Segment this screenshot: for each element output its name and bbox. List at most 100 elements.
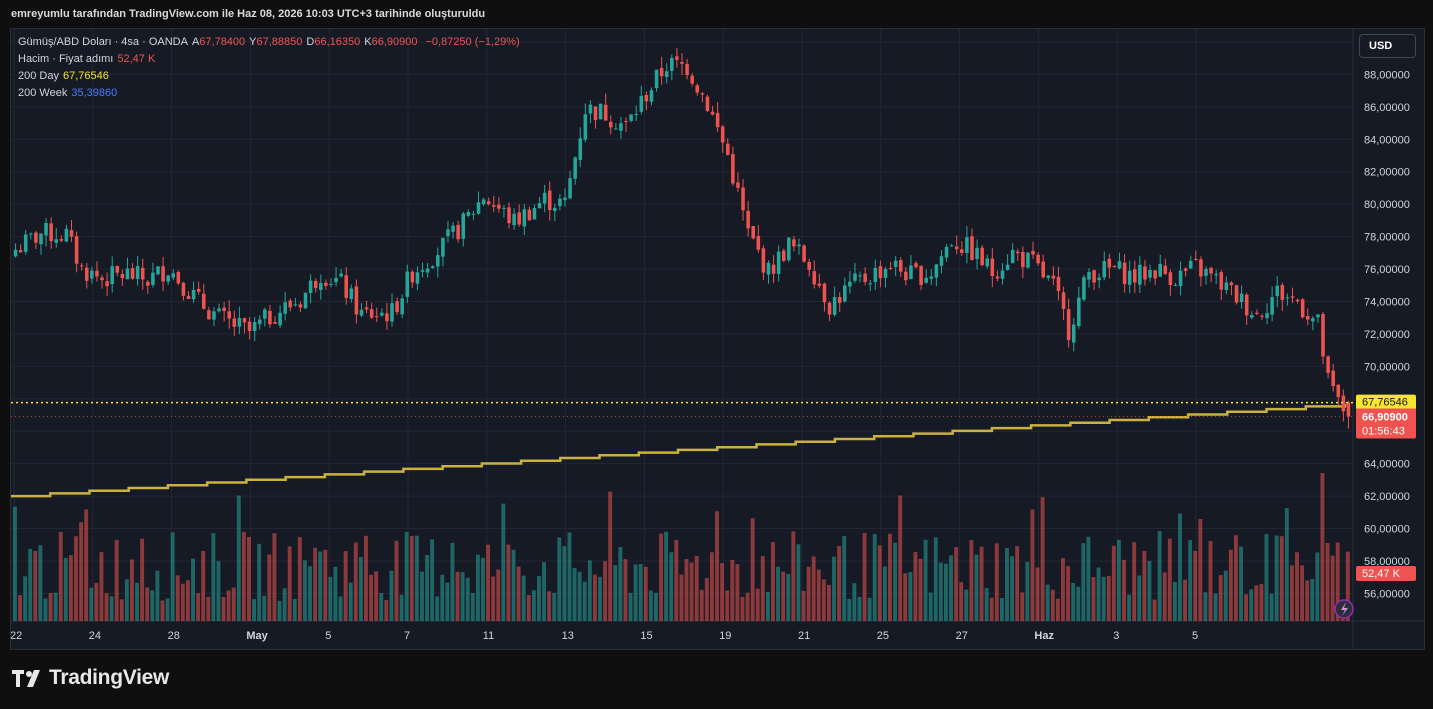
candle-body <box>664 71 669 77</box>
price-chart[interactable]: 56,00000 58,00000 60,00000 62,00000 64,00000… <box>11 29 1424 649</box>
legend-ohlc-label: A <box>191 36 200 48</box>
volume-bar <box>1295 552 1299 621</box>
volume-bar <box>287 546 292 621</box>
volume-bar <box>89 587 94 621</box>
candle-body <box>1265 313 1269 319</box>
volume-bar <box>140 538 145 621</box>
volume-bar <box>99 552 104 621</box>
candle-body <box>69 230 74 237</box>
volume-bar <box>938 562 943 621</box>
candle-body <box>212 311 216 320</box>
volume-bar <box>933 537 938 621</box>
candle-body <box>1041 261 1045 278</box>
candle-body <box>364 307 369 310</box>
legend-ohlc-a: A67,78400 <box>192 36 245 48</box>
candle-body <box>1066 309 1071 341</box>
volume-bar <box>1269 593 1274 621</box>
candle-body <box>461 213 466 239</box>
candle-body <box>578 138 583 160</box>
volume-bar <box>847 598 852 621</box>
candle-body <box>756 236 761 250</box>
volume-bar <box>409 535 414 621</box>
volume-bar <box>1040 497 1045 621</box>
volume-bar <box>669 552 674 621</box>
volume-bar <box>898 495 903 621</box>
x-tick-label: 13 <box>562 630 574 642</box>
volume-bar <box>109 596 114 621</box>
candle-body <box>1255 312 1259 314</box>
candle-body <box>491 205 496 207</box>
volume-bar <box>842 536 847 621</box>
volume-bar <box>893 542 898 621</box>
volume-bar <box>781 571 786 621</box>
candle-body <box>1133 269 1137 283</box>
volume-bar <box>521 575 526 621</box>
volume-bar <box>816 569 821 621</box>
volume-bar <box>1259 584 1264 621</box>
volume-bar <box>1264 534 1269 621</box>
y-tick-label: 64,00000 <box>1364 459 1410 471</box>
volume-bar <box>104 593 109 621</box>
volume-bar <box>949 555 953 621</box>
volume-bar <box>1091 577 1096 621</box>
candle-body <box>868 283 873 285</box>
volume-bar <box>750 518 755 621</box>
volume-bar <box>175 575 180 621</box>
volume-bar <box>725 590 730 621</box>
candle-body <box>64 228 69 242</box>
candle-body <box>797 244 801 247</box>
candle-body <box>242 318 247 323</box>
candle-body <box>822 283 827 303</box>
candle-body <box>1280 284 1285 300</box>
volume-bar <box>1178 513 1182 621</box>
volume-bar <box>23 576 28 621</box>
candle-body <box>1331 370 1335 387</box>
candle-body <box>105 281 109 287</box>
candle-body <box>614 128 618 130</box>
x-tick-label: 24 <box>89 630 101 642</box>
volume-bar <box>1188 540 1193 621</box>
volume-bar <box>384 600 389 621</box>
volume-bar <box>771 542 775 621</box>
volume-bar <box>18 595 22 621</box>
chart-panel[interactable]: 56,00000 58,00000 60,00000 62,00000 64,00000… <box>10 28 1425 650</box>
volume-bar <box>440 574 445 621</box>
legend-ohlc-d: D66,16350 <box>306 36 360 48</box>
volume-bar <box>552 592 557 621</box>
candle-body <box>313 281 318 289</box>
volume-bar <box>414 535 419 621</box>
volume-bar <box>1142 550 1147 621</box>
volume-bar <box>1274 535 1279 621</box>
candle-body <box>1321 314 1325 357</box>
volume-bar <box>1335 542 1340 621</box>
volume-bar <box>353 542 358 621</box>
volume-bar <box>38 545 43 621</box>
candle-body <box>247 321 252 332</box>
volume-bar <box>1030 509 1035 621</box>
candle-body <box>1194 258 1198 260</box>
candle-body <box>59 239 64 241</box>
candle-body <box>100 277 104 281</box>
candle-body <box>303 292 308 309</box>
candle-body <box>914 263 918 268</box>
volume-bar <box>302 560 307 621</box>
candle-body <box>970 236 974 260</box>
candle-body <box>1341 395 1346 412</box>
tradingview-logo[interactable]: TradingView <box>12 666 169 690</box>
candle-body <box>354 286 359 315</box>
volume-bar <box>765 591 770 621</box>
candle-body <box>369 309 374 318</box>
candle-body <box>629 114 633 121</box>
candle-body <box>466 212 471 216</box>
volume-bar <box>394 540 399 621</box>
volume-bar <box>730 559 735 621</box>
volume-bar <box>872 533 877 621</box>
volume-bar <box>1086 536 1091 621</box>
candle-body <box>680 62 684 64</box>
volume-bar <box>165 598 170 621</box>
volume-bar <box>811 556 816 621</box>
volume-bar <box>465 577 470 621</box>
volume-bar <box>582 581 587 621</box>
candle-body <box>151 272 155 285</box>
currency-button[interactable]: USD <box>1359 34 1416 58</box>
